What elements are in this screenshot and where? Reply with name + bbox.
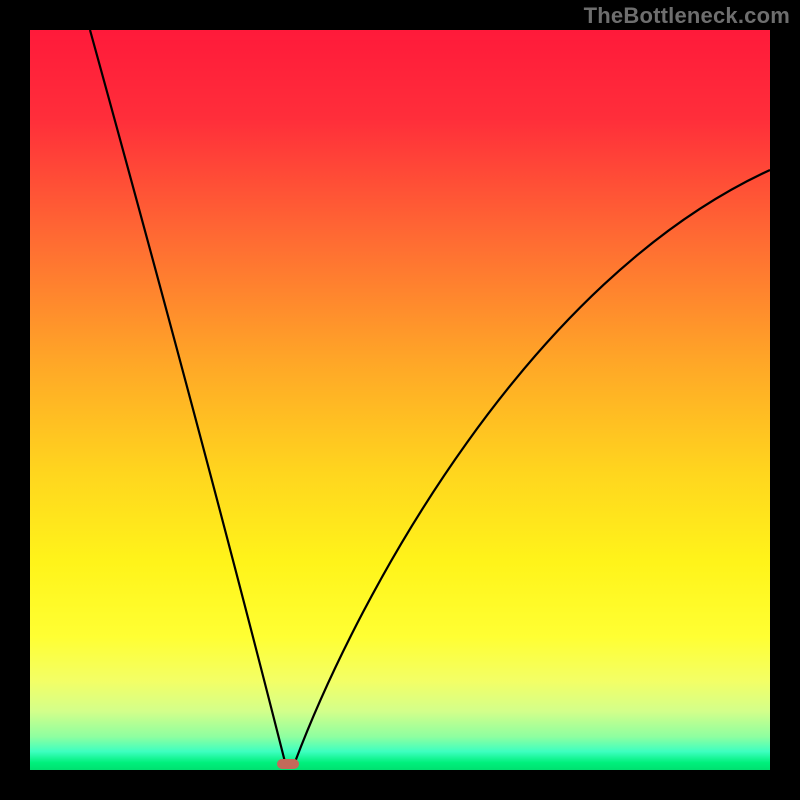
bottleneck-curve	[30, 30, 770, 770]
watermark-text: TheBottleneck.com	[584, 3, 790, 29]
minimum-marker	[277, 759, 299, 769]
curve-left-branch	[90, 30, 285, 762]
chart-container: TheBottleneck.com	[0, 0, 800, 800]
curve-right-branch	[295, 170, 770, 762]
plot-area	[0, 0, 800, 800]
